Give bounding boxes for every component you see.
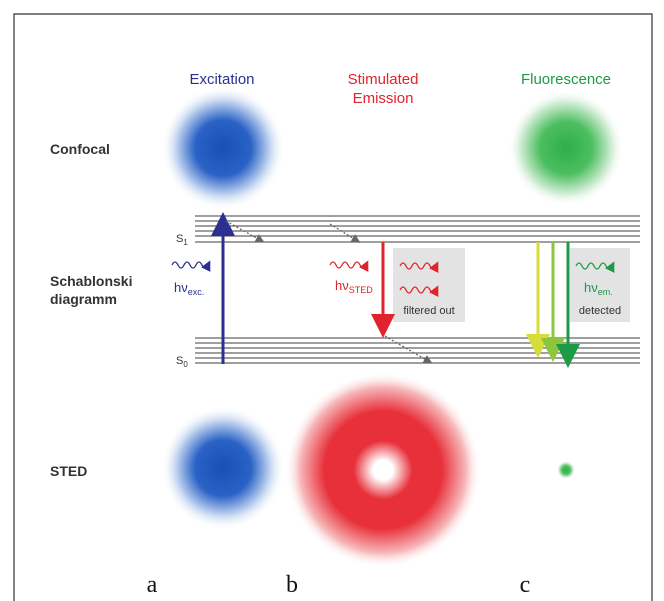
box-label: filtered out — [403, 305, 454, 317]
excitation-spot — [161, 86, 285, 210]
row-label: STED — [50, 463, 87, 479]
column-title: Fluorescence — [521, 71, 611, 88]
sted-fluorescence-spot — [557, 461, 575, 479]
photon-label: hνSTED — [335, 278, 373, 295]
sted-excitation-spot — [161, 406, 285, 530]
sted-donut — [285, 372, 481, 568]
row-label: Schablonski diagramm — [50, 273, 132, 307]
panel-label: c — [520, 572, 531, 598]
photons — [171, 260, 615, 297]
filtered-box — [393, 248, 465, 322]
column-title: Excitation — [189, 71, 254, 88]
detected-box — [570, 248, 630, 322]
column-title: Stimulated Emission — [348, 71, 419, 107]
level-label: S0 — [176, 355, 188, 369]
panel-label: b — [286, 572, 298, 598]
level-label: S1 — [176, 233, 188, 247]
row-label: Confocal — [50, 141, 110, 157]
frame — [13, 13, 653, 601]
relaxation — [225, 220, 433, 364]
photon-label: hνexc. — [174, 280, 204, 297]
panel-label: a — [147, 572, 158, 598]
fluorescence-spot — [508, 90, 624, 206]
box-label: detected — [579, 305, 621, 317]
photon-label: hνem. — [584, 280, 613, 297]
